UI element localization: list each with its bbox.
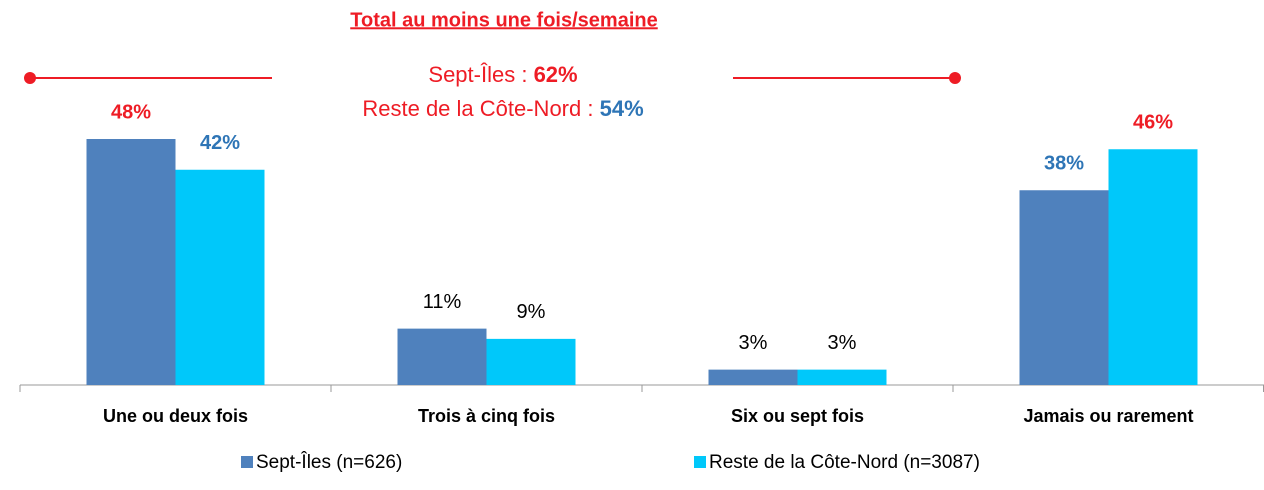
data-label: 42% bbox=[200, 132, 240, 154]
data-label: 3% bbox=[828, 332, 857, 354]
x-tick-label: Jamais ou rarement bbox=[1023, 406, 1193, 426]
bar bbox=[708, 369, 798, 385]
legend-label: Reste de la Côte-Nord (n=3087) bbox=[709, 452, 980, 473]
legend-swatch bbox=[694, 456, 706, 468]
data-label: 46% bbox=[1133, 112, 1173, 134]
annotation-line: Sept-Îles : 62% bbox=[428, 62, 577, 87]
annotation-label: Reste de la Côte-Nord : bbox=[362, 96, 593, 121]
decor-dot bbox=[24, 72, 36, 84]
legend-label: Sept-Îles (n=626) bbox=[256, 451, 402, 473]
bar bbox=[86, 139, 176, 385]
annotation-label: Sept-Îles : bbox=[428, 62, 527, 87]
bar bbox=[397, 328, 487, 385]
annotation-value: 54% bbox=[600, 96, 644, 121]
bar bbox=[486, 338, 576, 385]
legend-swatch bbox=[241, 456, 253, 468]
annotation-title: Total au moins une fois/semaine bbox=[350, 9, 657, 31]
annotation-line: Reste de la Côte-Nord : 54% bbox=[362, 96, 643, 121]
bar bbox=[175, 169, 265, 385]
x-tick-label: Une ou deux fois bbox=[103, 406, 248, 426]
annotation-value: 62% bbox=[534, 62, 578, 87]
data-label: 3% bbox=[739, 332, 768, 354]
bar bbox=[1108, 149, 1198, 385]
data-label: 48% bbox=[111, 101, 151, 123]
data-label: 38% bbox=[1044, 153, 1084, 175]
bar bbox=[797, 369, 887, 385]
x-tick-label: Six ou sept fois bbox=[731, 406, 864, 426]
data-label: 9% bbox=[517, 301, 546, 323]
bar bbox=[1019, 190, 1109, 385]
data-label: 11% bbox=[423, 291, 462, 313]
decor-dot bbox=[949, 72, 961, 84]
x-tick-label: Trois à cinq fois bbox=[418, 406, 555, 426]
